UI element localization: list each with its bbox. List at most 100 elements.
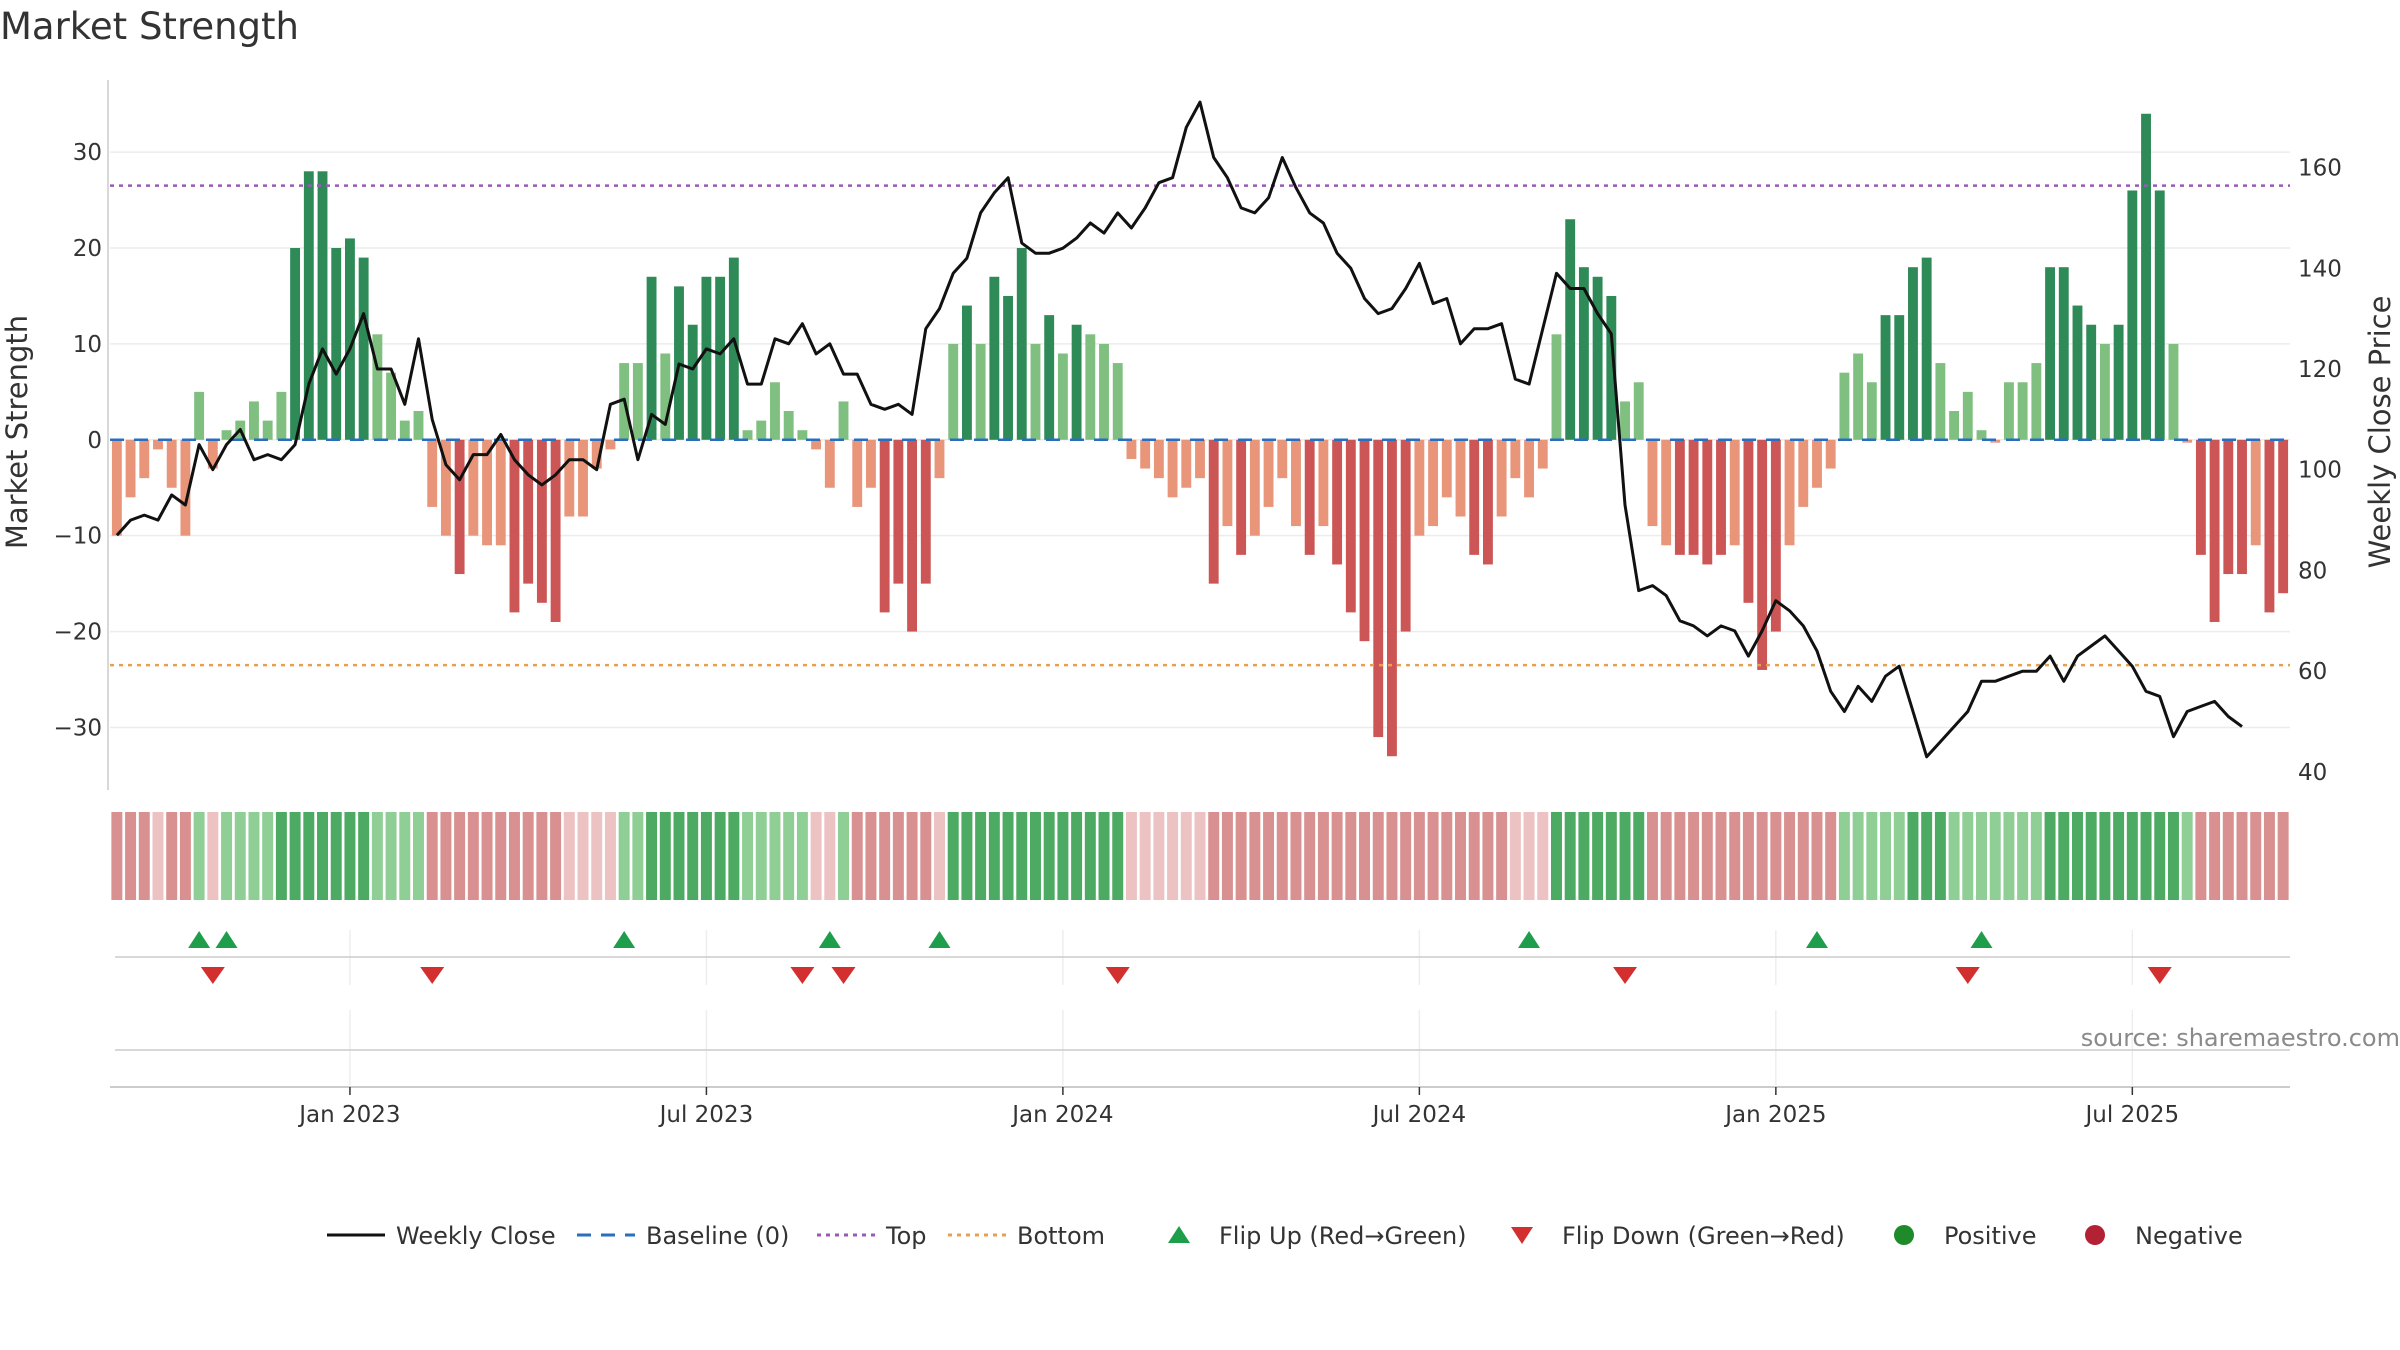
strength-bar bbox=[139, 439, 150, 479]
strength-bar bbox=[1976, 430, 1987, 440]
heat-cell bbox=[824, 812, 836, 900]
strength-bar bbox=[591, 439, 602, 469]
heat-cell bbox=[1962, 812, 1974, 900]
flip-markers bbox=[115, 930, 2290, 1085]
heat-cell bbox=[2181, 812, 2193, 900]
strength-bar bbox=[1688, 439, 1699, 555]
right-axis-title: Weekly Close Price bbox=[2363, 296, 2397, 569]
strength-bar bbox=[578, 439, 588, 517]
strength-bar bbox=[1277, 439, 1288, 479]
heat-cell bbox=[1427, 812, 1439, 900]
heat-cell bbox=[1372, 812, 1384, 900]
y2-tick-label: 60 bbox=[2298, 659, 2327, 685]
heat-cell bbox=[1989, 812, 2001, 900]
heat-cell bbox=[550, 812, 562, 900]
heat-cell bbox=[618, 812, 630, 900]
strength-bar bbox=[1551, 334, 1562, 440]
strength-bar bbox=[1784, 439, 1795, 546]
strength-bar bbox=[290, 248, 301, 440]
legend-negative-swatch bbox=[2085, 1225, 2105, 1245]
weekly-close-line-group bbox=[115, 100, 2243, 759]
heat-cell bbox=[138, 812, 150, 900]
strength-bar bbox=[1812, 439, 1822, 488]
strength-bar bbox=[1208, 439, 1219, 584]
strength-bars bbox=[111, 113, 2289, 757]
heat-cell bbox=[1386, 812, 1398, 900]
heat-cell bbox=[289, 812, 301, 900]
y2-tick-label: 40 bbox=[2298, 760, 2327, 786]
strength-bar bbox=[1222, 439, 1233, 527]
legend-positive-swatch bbox=[1894, 1225, 1914, 1245]
strength-bar bbox=[2017, 382, 2028, 440]
strength-bar bbox=[153, 439, 163, 450]
strength-bar bbox=[1318, 439, 1329, 527]
strength-bar bbox=[852, 439, 863, 507]
strength-bar bbox=[742, 430, 753, 440]
y-tick-label: 30 bbox=[73, 140, 102, 166]
heat-cell bbox=[2195, 812, 2207, 900]
flip-down-marker bbox=[2147, 967, 2172, 984]
strength-bar bbox=[2223, 439, 2234, 575]
strength-bar bbox=[1332, 439, 1343, 565]
right-axis-ticks: 160 140 120 100 80 60 40 bbox=[2298, 156, 2342, 786]
strength-bar bbox=[358, 257, 369, 440]
strength-bar bbox=[907, 439, 918, 632]
heat-cell bbox=[2044, 812, 2056, 900]
heat-cell bbox=[1578, 812, 1590, 900]
strength-bar bbox=[2209, 439, 2220, 622]
heat-cell bbox=[1084, 812, 1096, 900]
strength-bar bbox=[824, 439, 835, 488]
strength-bar bbox=[715, 276, 726, 440]
heat-cell bbox=[399, 812, 411, 900]
strength-bar bbox=[961, 305, 972, 440]
flip-up-marker bbox=[188, 931, 211, 948]
heat-cell bbox=[234, 812, 246, 900]
strength-bar bbox=[1085, 334, 1096, 440]
heat-cell bbox=[1413, 812, 1425, 900]
heat-cell bbox=[673, 812, 685, 900]
flip-up-marker bbox=[928, 931, 951, 948]
strength-bar bbox=[646, 276, 657, 440]
heat-cell bbox=[371, 812, 383, 900]
heat-cell bbox=[303, 812, 315, 900]
strength-bar bbox=[879, 439, 890, 613]
y-tick-label: 0 bbox=[87, 428, 102, 454]
strength-bar bbox=[495, 439, 506, 546]
strength-bar bbox=[2182, 439, 2193, 443]
reference-lines bbox=[110, 184, 2290, 667]
legend-flip-down-swatch bbox=[1511, 1227, 1533, 1244]
strength-bar bbox=[1071, 324, 1082, 440]
heat-cell bbox=[1290, 812, 1302, 900]
y2-tick-label: 160 bbox=[2298, 156, 2342, 182]
strength-bar bbox=[1592, 276, 1603, 440]
strength-bar bbox=[1853, 353, 1864, 440]
heat-cell bbox=[166, 812, 178, 900]
strength-bar bbox=[1044, 315, 1055, 440]
heat-cell bbox=[1852, 812, 1864, 900]
strength-bar bbox=[1414, 439, 1425, 536]
source-label: source: sharemaestro.com bbox=[2081, 1024, 2400, 1052]
strength-heat-strip bbox=[111, 812, 2289, 900]
strength-bar bbox=[1181, 439, 1192, 488]
strength-bar bbox=[482, 439, 492, 546]
heat-cell bbox=[563, 812, 575, 900]
heat-cell bbox=[604, 812, 616, 900]
strength-bar bbox=[975, 343, 986, 440]
heat-cell bbox=[179, 812, 191, 900]
heat-cell bbox=[1194, 812, 1206, 900]
heat-cell bbox=[906, 812, 918, 900]
heat-cell bbox=[1153, 812, 1165, 900]
strength-bar bbox=[249, 401, 259, 440]
strength-bar bbox=[1345, 439, 1356, 613]
strength-bar bbox=[2086, 324, 2097, 440]
strength-bar bbox=[1633, 382, 1644, 440]
heat-cell bbox=[495, 812, 507, 900]
heat-cell bbox=[1784, 812, 1796, 900]
strength-bar bbox=[2003, 382, 2014, 440]
strength-bar bbox=[2031, 363, 2042, 440]
x-tick-label: Jan 2023 bbox=[297, 1102, 400, 1128]
heat-cell bbox=[1756, 812, 1768, 900]
strength-bar bbox=[687, 324, 698, 440]
strength-bar bbox=[1441, 439, 1452, 498]
strength-bar bbox=[1359, 439, 1370, 642]
